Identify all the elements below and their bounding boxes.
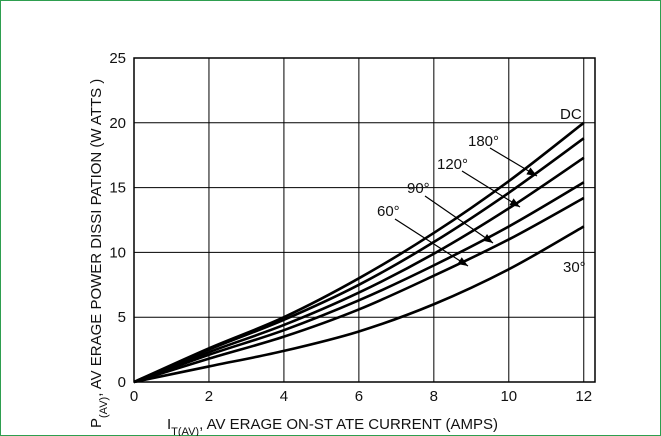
y-tick-label: 20 <box>109 115 126 132</box>
series-line-90deg <box>133 181 585 384</box>
annotation-dc: DC <box>560 106 582 123</box>
series-line-180deg <box>133 137 585 384</box>
series-line-30deg <box>133 225 585 384</box>
series-line-120deg <box>133 156 585 384</box>
x-tick-label: 2 <box>205 388 213 405</box>
y-tick-label: 0 <box>118 374 126 391</box>
annotation-arrow-60deg <box>394 218 469 267</box>
plot-area-border <box>133 57 596 383</box>
y-axis-label: P(AV), AV ERAGE POWER DISSI PATION (W AT… <box>88 79 110 428</box>
x-tick-label: 8 <box>430 388 438 405</box>
y-tick-label: 5 <box>118 309 126 326</box>
annotation-60deg: 60° <box>377 203 400 220</box>
x-tick-label: 10 <box>500 388 517 405</box>
annotation-120deg: 120° <box>437 156 468 173</box>
y-tick-label: 10 <box>109 244 126 261</box>
x-axis-label: IT(AV), AV ERAGE ON-ST ATE CURRENT (AMPS… <box>167 416 498 436</box>
annotation-arrowhead-60deg <box>457 257 468 266</box>
x-tick-label: 12 <box>575 388 592 405</box>
annotation-30deg: 30° <box>563 259 586 276</box>
annotation-arrowhead-120deg <box>509 198 520 207</box>
annotation-arrow-120deg <box>461 170 521 208</box>
annotation-arrowhead-180deg <box>526 167 537 176</box>
x-tick-label: 0 <box>130 388 138 405</box>
x-tick-label: 6 <box>355 388 363 405</box>
y-tick-label: 25 <box>109 50 126 67</box>
annotation-180deg: 180° <box>468 133 499 150</box>
x-tick-label: 4 <box>280 388 288 405</box>
series-line-60deg <box>133 196 585 384</box>
y-tick-label: 15 <box>109 180 126 197</box>
annotation-arrow-90deg <box>424 195 494 244</box>
annotation-arrowhead-90deg <box>482 234 493 243</box>
annotation-90deg: 90° <box>407 180 430 197</box>
